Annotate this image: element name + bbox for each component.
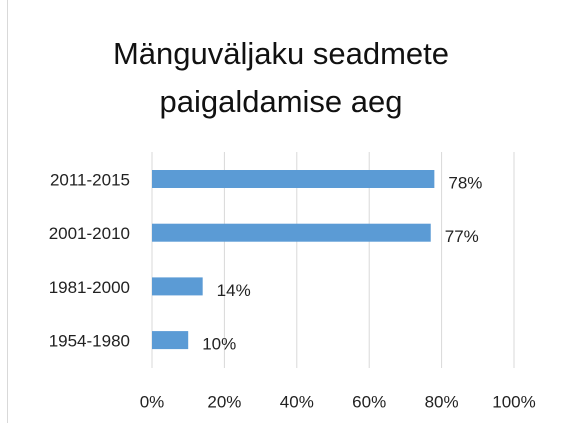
x-tick-label: 0%	[140, 392, 165, 411]
x-tick-label: 100%	[492, 392, 535, 411]
chart-frame	[7, 0, 8, 423]
y-tick-label: 2011-2015	[50, 170, 130, 189]
y-tick-label: 1981-2000	[49, 278, 130, 297]
y-tick-label: 2001-2010	[49, 224, 130, 243]
x-tick-label: 60%	[352, 392, 386, 411]
bar	[152, 277, 203, 296]
value-label: 78%	[448, 173, 482, 192]
bar	[152, 223, 431, 242]
value-label: 10%	[202, 335, 236, 354]
chart-title: Mänguväljaku seadmete paigaldamise aeg	[112, 36, 450, 119]
x-tick-label: 20%	[207, 392, 241, 411]
value-label: 14%	[217, 281, 251, 300]
bar	[152, 331, 189, 350]
value-label: 77%	[445, 227, 479, 246]
y-tick-label: 1954-1980	[49, 332, 130, 351]
x-tick-label: 80%	[425, 392, 459, 411]
bar	[152, 170, 435, 188]
x-tick-label: 40%	[280, 392, 314, 411]
